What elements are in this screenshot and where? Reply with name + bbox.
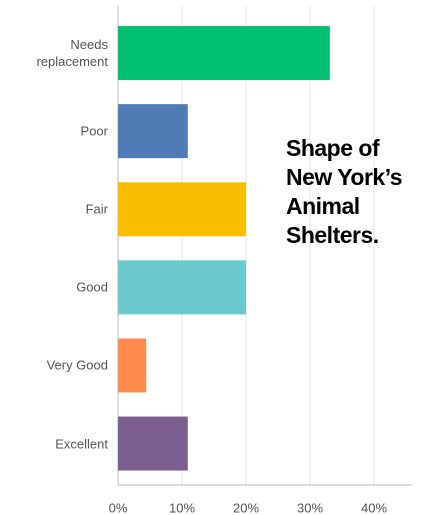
x-tick-label: 40% [361, 500, 387, 515]
bar [118, 182, 246, 237]
annotation-line: Shape of [286, 135, 380, 161]
bar [118, 26, 330, 81]
y-tick-label: Excellent [55, 436, 108, 452]
x-tick-label: 30% [297, 500, 323, 515]
y-tick-label: Fair [85, 201, 108, 217]
bar [118, 260, 246, 315]
bar [118, 338, 147, 393]
x-tick-label: 0% [109, 500, 128, 515]
y-tick-label: Very Good [46, 357, 108, 373]
x-tick-label: 20% [233, 500, 259, 515]
annotation: Shape of New York’s Animal Shelters. [286, 134, 403, 250]
y-tick-label: Poor [80, 123, 108, 139]
annotation-line: Animal [286, 193, 360, 219]
y-tick-label: Good [76, 279, 108, 295]
y-tick-label: Needs replacement [36, 37, 108, 70]
bar [118, 104, 188, 159]
bar [118, 416, 188, 471]
x-tick-label: 10% [169, 500, 195, 515]
annotation-line: Shelters. [286, 222, 379, 248]
annotation-line: New York’s [286, 164, 403, 190]
